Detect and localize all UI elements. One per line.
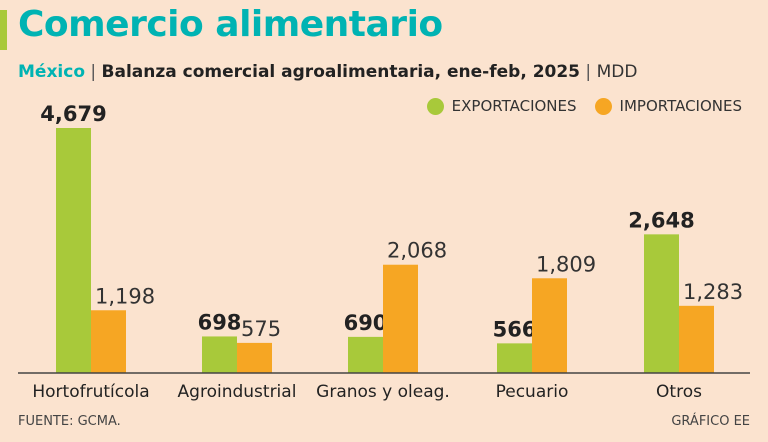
bar-exportaciones-3	[497, 343, 532, 373]
bar-importaciones-4	[679, 305, 714, 373]
subtitle-country: México	[18, 62, 85, 82]
chart-subtitle: México | Balanza comercial agroalimentar…	[18, 62, 637, 82]
data-label-exportaciones-4: 2,648	[628, 208, 694, 232]
title-accent-bar	[0, 10, 7, 50]
bar-exportaciones-1	[202, 336, 237, 373]
bar-exportaciones-0	[56, 128, 91, 373]
chart-title: Comercio alimentario	[18, 4, 443, 45]
data-label-exportaciones-1: 698	[198, 310, 242, 334]
data-label-exportaciones-3: 566	[493, 317, 537, 341]
bar-importaciones-0	[91, 310, 126, 373]
category-label-0: Hortofrutícola	[32, 382, 149, 402]
chart-legend: EXPORTACIONES IMPORTACIONES	[409, 97, 742, 115]
bar-exportaciones-4	[644, 234, 679, 373]
data-label-importaciones-4: 1,283	[683, 280, 743, 304]
bar-importaciones-2	[383, 264, 418, 373]
bar-importaciones-3	[532, 278, 567, 373]
bar-exportaciones-2	[348, 336, 383, 373]
subtitle-unit-separator: |	[585, 62, 592, 82]
subtitle-unit: MDD	[596, 62, 638, 82]
subtitle-text: Balanza comercial agroalimentaria, ene-f…	[101, 62, 581, 82]
legend-item-importaciones: IMPORTACIONES	[594, 97, 742, 115]
source-note: FUENTE: GCMA.	[18, 414, 121, 429]
category-label-2: Granos y oleag.	[316, 382, 450, 402]
legend-dot-importaciones	[594, 97, 612, 115]
graphic-credit: GRÁFICO EE	[671, 414, 750, 429]
data-label-exportaciones-0: 4,679	[40, 102, 106, 126]
subtitle-separator: |	[90, 62, 97, 82]
category-label-4: Otros	[656, 382, 702, 402]
legend-label-importaciones: IMPORTACIONES	[619, 97, 742, 115]
data-label-importaciones-0: 1,198	[95, 284, 155, 308]
data-label-importaciones-1: 575	[241, 317, 281, 341]
category-label-1: Agroindustrial	[178, 382, 297, 402]
data-label-importaciones-2: 2,068	[387, 239, 447, 263]
bar-importaciones-1	[237, 342, 272, 373]
legend-dot-exportaciones	[426, 97, 444, 115]
category-label-3: Pecuario	[496, 382, 569, 402]
data-label-exportaciones-2: 690	[344, 311, 388, 335]
legend-item-exportaciones: EXPORTACIONES	[426, 97, 577, 115]
data-label-importaciones-3: 1,809	[536, 252, 596, 276]
legend-label-exportaciones: EXPORTACIONES	[451, 97, 577, 115]
